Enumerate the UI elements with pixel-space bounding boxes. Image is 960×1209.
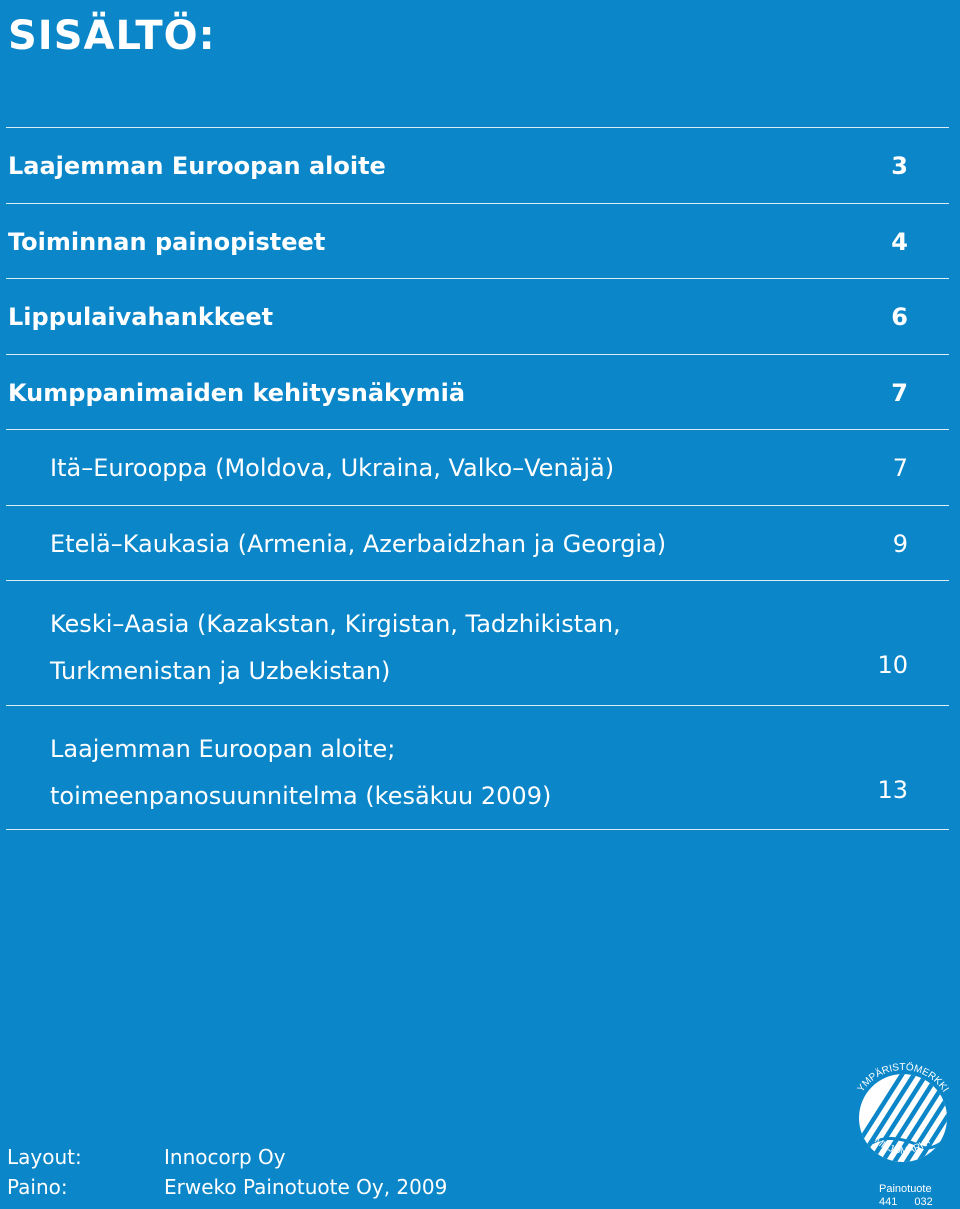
toc-entry[interactable]: Lippulaivahankkeet 6 — [6, 278, 949, 354]
toc-entry[interactable]: Toiminnan painopisteet 4 — [6, 202, 949, 279]
credits-print-row: Paino: Erweko Painotuote Oy, 2009 — [7, 1172, 447, 1202]
toc-entry-title: Laajemman Euroopan aloite — [8, 152, 386, 180]
credits-layout-row: Layout: Innocorp Oy — [7, 1142, 447, 1172]
ecolabel-caption: Painotuote 441 032 — [879, 1183, 933, 1209]
toc-entry-title: Itä–Eurooppa (Moldova, Ukraina, Valko–Ve… — [50, 454, 615, 482]
toc-entry-title: Lippulaivahankkeet — [8, 303, 274, 331]
credits-layout-label: Layout: — [7, 1145, 82, 1169]
ecolabel: YMPÄRISTÖMERKKI MILJÖMÄRKT Painotuote 44… — [850, 1061, 960, 1209]
toc-page-number: 7 — [891, 378, 908, 407]
credits: Layout: Innocorp Oy Paino: Erweko Painot… — [7, 1142, 447, 1202]
toc-entry[interactable]: Laajemman Euroopan aloite 3 — [6, 127, 949, 203]
toc-page-number: 13 — [877, 776, 908, 804]
toc-subentry[interactable]: Itä–Eurooppa (Moldova, Ukraina, Valko–Ve… — [6, 429, 949, 505]
toc-page-number: 6 — [891, 303, 908, 331]
toc-entry-title: Laajemman Euroopan aloite; toimeenpanosu… — [50, 726, 551, 820]
toc-entry-line: toimeenpanosuunnitelma (kesäkuu 2009) — [50, 782, 552, 810]
toc-entry-title: Toiminnan painopisteet — [8, 227, 326, 256]
credits-print-label: Paino: — [7, 1175, 68, 1199]
toc-subentry[interactable]: Etelä–Kaukasia (Armenia, Azerbaidzhan ja… — [6, 504, 949, 581]
toc-entry-line: Keski–Aasia (Kazakstan, Kirgistan, Tadzh… — [50, 610, 621, 638]
ecolabel-license-number: 441 032 — [879, 1196, 933, 1209]
toc-subentry[interactable]: Keski–Aasia (Kazakstan, Kirgistan, Tadzh… — [6, 580, 949, 705]
nordic-swan-ecolabel-icon: YMPÄRISTÖMERKKI MILJÖMÄRKT — [856, 1061, 950, 1162]
ecolabel-number-part: 032 — [914, 1196, 933, 1208]
credits-print-value: Erweko Painotuote Oy, 2009 — [164, 1175, 448, 1199]
toc-page-number: 10 — [877, 651, 908, 679]
toc-page-number: 9 — [892, 529, 908, 558]
table-of-contents: Laajemman Euroopan aloite 3 Toiminnan pa… — [6, 127, 949, 830]
toc-entry-title: Keski–Aasia (Kazakstan, Kirgistan, Tadzh… — [50, 601, 621, 695]
toc-entry-title: Etelä–Kaukasia (Armenia, Azerbaidzhan ja… — [50, 529, 667, 558]
toc-entry-line: Laajemman Euroopan aloite; — [50, 735, 396, 763]
ecolabel-number-part: 441 — [879, 1196, 898, 1208]
credits-layout-value: Innocorp Oy — [164, 1145, 286, 1169]
toc-page-number: 3 — [891, 152, 908, 180]
toc-entry-title: Kumppanimaiden kehitysnäkymiä — [8, 378, 466, 407]
page-title: SISÄLTÖ: — [8, 13, 216, 59]
toc-subentry[interactable]: Laajemman Euroopan aloite; toimeenpanosu… — [6, 705, 949, 830]
ecolabel-caption-text: Painotuote — [879, 1183, 932, 1195]
toc-entry-line: Turkmenistan ja Uzbekistan) — [50, 657, 391, 685]
toc-entry[interactable]: Kumppanimaiden kehitysnäkymiä 7 — [6, 353, 949, 430]
toc-page-number: 4 — [891, 227, 908, 256]
toc-page-number: 7 — [892, 454, 908, 482]
